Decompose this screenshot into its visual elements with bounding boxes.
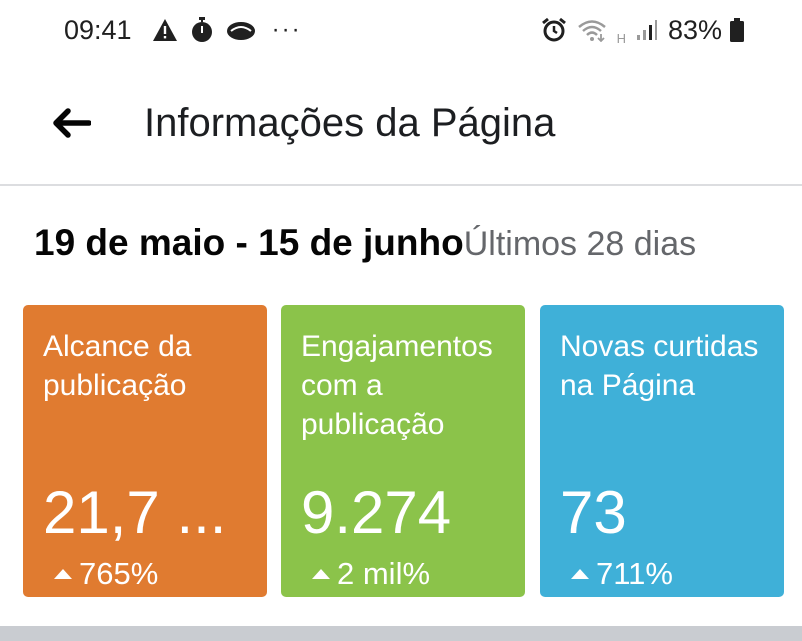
metric-card-post-engagements[interactable]: Engajamentos com a publicação 9.274 2 mi… [281,305,525,597]
metric-change-value: 711% [596,556,673,591]
metric-label: Engajamentos com a publicação [301,330,493,441]
metric-change-value: 765% [79,556,159,591]
app-header: Informações da Página [0,62,802,186]
h-network-icon: H [616,30,626,46]
battery-icon [730,18,744,42]
metric-change: 2 mil% [301,556,505,592]
date-range-label: 19 de maio - 15 de junho [34,222,464,263]
warning-icon [152,18,178,42]
alarm-icon [541,17,567,43]
triangle-up-icon [570,568,590,580]
metric-value: 73 [560,479,627,546]
metric-change: 711% [560,556,764,592]
status-bar: 09:41 ··· H 83% [0,0,802,60]
metric-card-new-page-likes[interactable]: Novas curtidas na Página 73 711% [540,305,784,597]
back-button[interactable] [36,88,106,158]
status-left: 09:41 ··· [64,15,302,46]
date-period-label: Últimos 28 dias [463,225,697,263]
triangle-up-icon [311,568,331,580]
cloud-icon [226,19,256,41]
metric-label: Novas curtidas na Página [560,330,759,402]
status-right: H 83% [541,15,744,46]
metric-label: Alcance da publicação [43,330,192,402]
metric-change: 765% [43,556,247,592]
metric-change-value: 2 mil% [337,556,431,591]
status-time: 09:41 [64,14,132,45]
wifi-icon [577,18,607,42]
stopwatch-icon [190,17,214,43]
section-divider [0,626,802,641]
page-title: Informações da Página [144,100,556,145]
metric-card-post-reach[interactable]: Alcance da publicação 21,7 ... 765% [23,305,267,597]
arrow-left-icon [53,108,91,138]
metric-value: 9.274 [301,479,452,546]
battery-percent: 83% [667,14,722,45]
triangle-up-icon [53,568,73,580]
more-notifications-icon: ··· [271,16,302,43]
signal-icon [636,19,658,41]
metric-value: 21,7 ... [43,479,227,546]
date-range-selector[interactable]: 19 de maio - 15 de junho Últimos 28 dias [34,222,802,270]
